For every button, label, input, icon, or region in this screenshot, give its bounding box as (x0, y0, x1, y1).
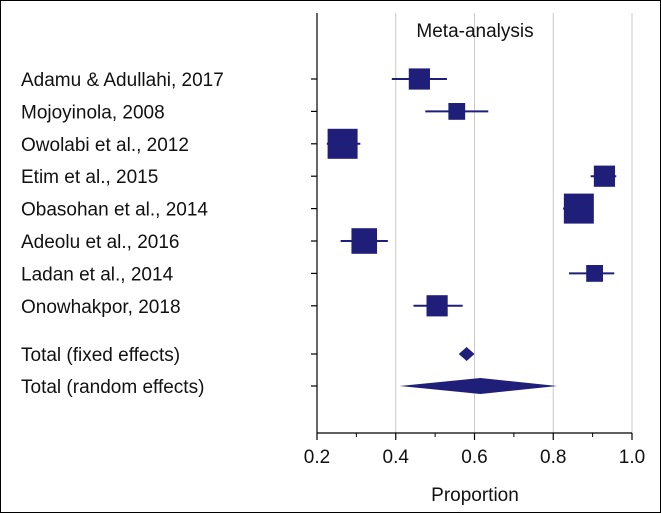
study-estimate-marker (327, 128, 358, 159)
axis-layer: 0.2 0.4 0.6 0.8 1.0 (304, 13, 645, 468)
study-label: Owolabi et al., 2012 (21, 135, 189, 156)
study-label: Adeolu et al., 2016 (21, 232, 179, 253)
study-label: Onowhakpor, 2018 (21, 297, 181, 318)
x-tick-label: 0.6 (461, 447, 487, 468)
study-estimate-marker (593, 165, 616, 187)
study-label: Etim et al., 2015 (21, 167, 158, 188)
summary-diamond (399, 378, 558, 394)
x-axis-label: Proportion (431, 485, 519, 506)
study-estimate-marker (426, 295, 448, 317)
summary-diamond (458, 347, 475, 361)
study-label: Adamu & Adullahi, 2017 (21, 70, 224, 91)
study-estimate-marker (448, 103, 466, 120)
chart-title: Meta-analysis (416, 21, 533, 42)
study-estimate-marker (563, 193, 594, 224)
study-estimate-marker (408, 68, 430, 90)
study-label: Obasohan et al., 2014 (21, 200, 208, 221)
x-tick-label: 0.4 (383, 447, 410, 468)
study-label: Mojoyinola, 2008 (21, 102, 165, 123)
total-label: Total (random effects) (21, 377, 204, 398)
label-layer: Adamu & Adullahi, 2017 Mojoyinola, 2008 Ow… (21, 70, 224, 398)
total-label: Total (fixed effects) (21, 345, 180, 366)
study-estimate-marker (351, 228, 378, 254)
mark-layer (326, 68, 617, 394)
x-tick-label: 1.0 (619, 447, 645, 468)
study-label: Ladan et al., 2014 (21, 264, 174, 285)
x-tick-label: 0.8 (540, 447, 566, 468)
grid-layer (395, 13, 633, 433)
x-tick-label: 0.2 (304, 447, 330, 468)
study-estimate-marker (586, 265, 603, 282)
